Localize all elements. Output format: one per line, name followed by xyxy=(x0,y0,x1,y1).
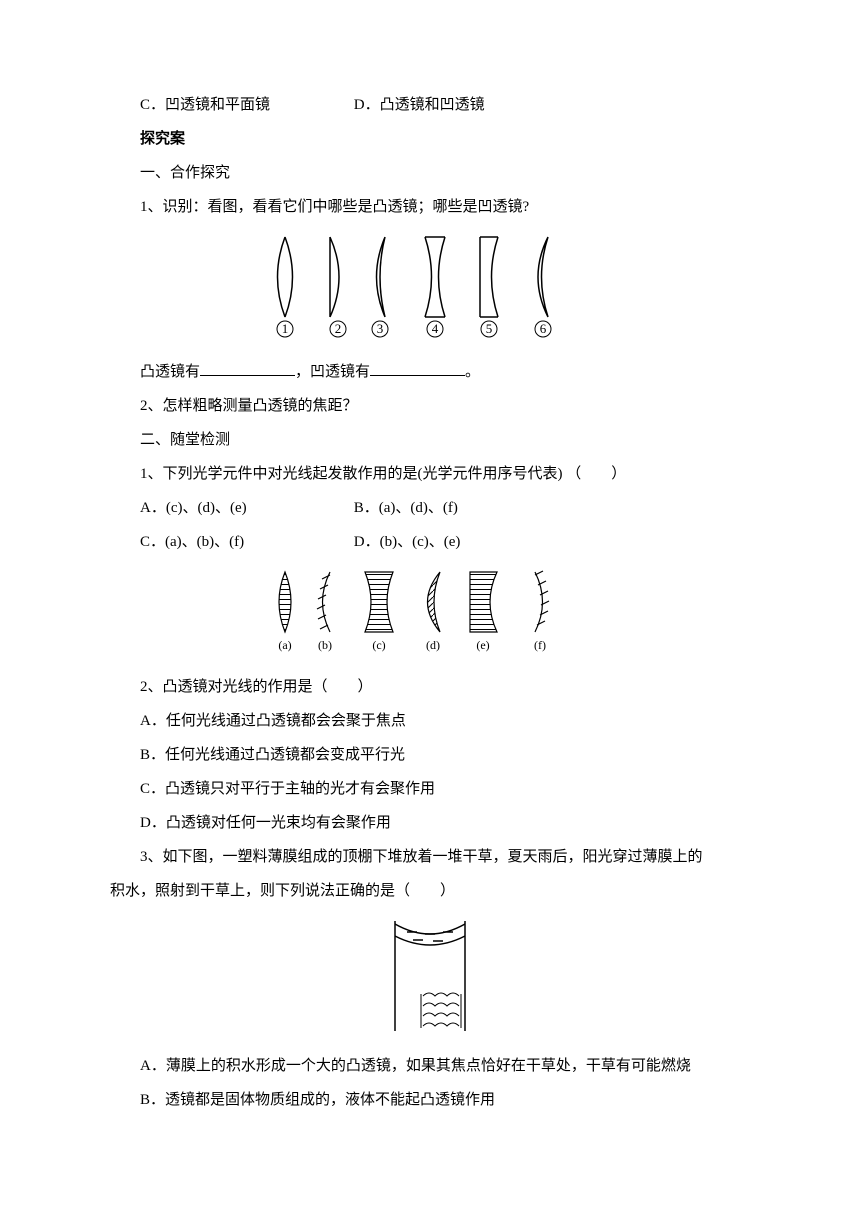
s2-q1: 1、下列光学元件中对光线起发散作用的是(光学元件用序号代表) （ ） xyxy=(110,459,750,489)
s2q2-d: D．凸透镜对任何一光束均有会聚作用 xyxy=(110,808,750,838)
top-options: C．凹透镜和平面镜 D．凸透镜和凹透镜 xyxy=(110,90,750,120)
heading-inquiry: 探究案 xyxy=(110,124,750,154)
period: 。 xyxy=(465,364,480,380)
opt-c: C．凹透镜和平面镜 xyxy=(140,90,350,120)
s1-q1: 1、识别：看图，看看它们中哪些是凸透镜；哪些是凹透镜? xyxy=(110,192,750,222)
s2q2-c: C．凸透镜只对平行于主轴的光才有会聚作用 xyxy=(110,774,750,804)
s1-q1-fill: 凸透镜有 ，凹透镜有 。 xyxy=(110,357,750,387)
s2-q1-row2: C．(a)、(b)、(f) D．(b)、(c)、(e) xyxy=(110,527,750,557)
s2q3-a: A．薄膜上的积水形成一个大的凸透镜，如果其焦点恰好在干草处，干草有可能燃烧 xyxy=(110,1051,750,1081)
svg-text:(a): (a) xyxy=(278,638,291,652)
s2-q1-row1: A．(c)、(d)、(e) B．(a)、(d)、(f) xyxy=(110,493,750,523)
svg-text:(d): (d) xyxy=(426,638,440,652)
svg-text:(c): (c) xyxy=(372,638,385,652)
svg-text:(b): (b) xyxy=(318,638,332,652)
svg-text:(f): (f) xyxy=(534,638,546,652)
s2q1-b: B．(a)、(d)、(f) xyxy=(354,500,458,516)
s2q2-a: A．任何光线通过凸透镜都会会聚于焦点 xyxy=(110,706,750,736)
blank-convex[interactable] xyxy=(200,361,295,376)
svg-text:4: 4 xyxy=(432,321,439,336)
label-convex: 凸透镜有 xyxy=(140,364,200,380)
opt-d: D．凸透镜和凹透镜 xyxy=(354,97,485,113)
svg-text:5: 5 xyxy=(486,321,493,336)
label-concave: ，凹透镜有 xyxy=(295,364,370,380)
s2q1-d: D．(b)、(c)、(e) xyxy=(354,534,461,550)
section1-title: 一、合作探究 xyxy=(110,158,750,188)
svg-text:1: 1 xyxy=(282,321,289,336)
s2q3-b: B．透镜都是固体物质组成的，液体不能起凸透镜作用 xyxy=(110,1085,750,1115)
svg-text:2: 2 xyxy=(335,321,342,336)
s2q2-b: B．任何光线通过凸透镜都会变成平行光 xyxy=(110,740,750,770)
blank-concave[interactable] xyxy=(370,361,465,376)
s2-q2: 2、凸透镜对光线的作用是（ ） xyxy=(110,672,750,702)
s1-q2: 2、怎样粗略测量凸透镜的焦距？ xyxy=(110,391,750,421)
figure-elements: (a) (b) (c) (d) (e) (f) xyxy=(110,567,750,668)
svg-text:(e): (e) xyxy=(476,638,489,652)
figure-lenses: 1 2 3 4 5 6 xyxy=(110,232,750,353)
svg-text:3: 3 xyxy=(377,321,384,336)
s2-q3b: 积水，照射到干草上，则下列说法正确的是（ ） xyxy=(110,876,750,906)
s2q1-a: A．(c)、(d)、(e) xyxy=(140,493,350,523)
s2q1-c: C．(a)、(b)、(f) xyxy=(140,527,350,557)
section2-title: 二、随堂检测 xyxy=(110,425,750,455)
svg-text:6: 6 xyxy=(540,321,547,336)
s2-q3a: 3、如下图，一塑料薄膜组成的顶棚下堆放着一堆干草，夏天雨后，阳光穿过薄膜上的 xyxy=(110,842,750,872)
figure-shed xyxy=(110,916,750,1047)
